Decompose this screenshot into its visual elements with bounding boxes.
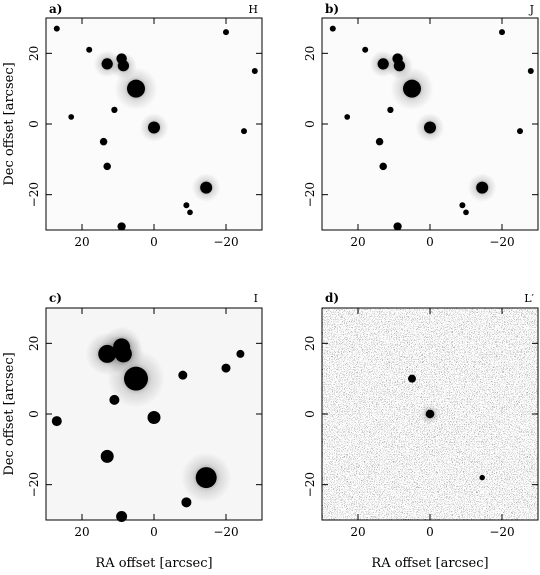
y-tick-label: 20 (27, 336, 41, 351)
panel-b: b) J (321, 2, 539, 231)
y-tick-label: 20 (303, 46, 317, 61)
y-tick-label: 0 (303, 410, 317, 418)
star-field (51, 326, 245, 522)
star-point (425, 409, 435, 419)
star-point (148, 121, 160, 134)
star-point (221, 363, 231, 373)
star-point (100, 449, 114, 463)
star-point (424, 121, 436, 134)
y-tick-label: −20 (303, 472, 317, 497)
panel-letter: c) (49, 291, 62, 305)
y-axis-label: Dec offset [arcsec] (2, 352, 17, 475)
star-point (103, 162, 111, 171)
y-tick-label: 0 (27, 120, 41, 128)
star-point (116, 510, 128, 522)
x-tick-label: 20 (350, 235, 365, 249)
star-point (118, 53, 125, 61)
star-point (251, 68, 258, 74)
star-point (178, 370, 188, 380)
y-tick-label: 20 (27, 46, 41, 61)
x-tick-label: 20 (74, 525, 89, 539)
star-point (183, 202, 190, 209)
star-point (53, 25, 60, 32)
band-label: L′ (524, 292, 534, 305)
band-label: H (248, 3, 258, 16)
axis-ticks: 20 0 −20 20 0 −20 20 0 −20 20 0 −20 20 0 −20 20 0 −20 20 0 −… (27, 18, 538, 539)
star-point (393, 222, 402, 231)
star-point (463, 209, 469, 216)
y-tick-label: −20 (303, 182, 317, 207)
star-point (394, 53, 401, 61)
star-point (99, 137, 108, 146)
star-point (117, 222, 126, 231)
x-tick-label: 0 (426, 235, 434, 249)
y-tick-label: 0 (303, 120, 317, 128)
y-tick-label: −20 (27, 182, 41, 207)
star-point (114, 345, 132, 363)
x-tick-label: 0 (426, 525, 434, 539)
star-point (375, 137, 384, 146)
panel-letter: b) (325, 2, 339, 16)
star-point (387, 106, 394, 114)
star-point (393, 60, 406, 72)
star-point (68, 114, 75, 120)
y-axis-label: Dec offset [arcsec] (2, 62, 17, 185)
star-point (479, 474, 485, 481)
star-point (111, 106, 118, 114)
band-label: J (529, 3, 534, 16)
star-point (117, 60, 130, 72)
star-point (403, 79, 421, 98)
panel-a: a) H (45, 2, 263, 231)
y-tick-label: 0 (27, 410, 41, 418)
star-point (344, 114, 351, 120)
star-point (459, 202, 466, 209)
star-point (517, 128, 523, 135)
x-axis-label: RA offset [arcsec] (95, 556, 212, 571)
star-point (362, 46, 369, 53)
star-point (195, 467, 217, 489)
star-point (527, 68, 534, 74)
band-label: I (254, 292, 258, 305)
panel-c: c) I (45, 291, 263, 522)
star-point (181, 497, 192, 508)
x-tick-label: −20 (489, 235, 514, 249)
x-tick-label: −20 (213, 235, 238, 249)
star-point (329, 25, 336, 32)
star-point (408, 374, 416, 383)
star-point (499, 29, 505, 36)
star-point (51, 416, 62, 427)
star-field (53, 25, 258, 231)
x-tick-label: 0 (150, 235, 158, 249)
panel-letter: d) (325, 291, 339, 305)
x-tick-label: −20 (213, 525, 238, 539)
star-point (236, 349, 245, 358)
x-tick-label: 0 (150, 525, 158, 539)
star-point (379, 162, 387, 171)
panel-letter: a) (49, 2, 62, 16)
x-tick-label: −20 (489, 525, 514, 539)
star-point (476, 181, 489, 194)
star-point (241, 128, 247, 135)
x-tick-label: 20 (350, 525, 365, 539)
star-point (127, 79, 145, 98)
star-point (147, 411, 161, 425)
x-axis-label: RA offset [arcsec] (371, 556, 488, 571)
star-field (408, 374, 485, 481)
star-point (187, 209, 193, 216)
star-point (200, 181, 213, 194)
panel-d: d) L′ (321, 291, 539, 521)
y-tick-label: 20 (303, 336, 317, 351)
x-tick-label: 20 (74, 235, 89, 249)
star-field (329, 25, 534, 231)
star-point (109, 394, 120, 405)
star-point (223, 29, 229, 36)
star-point (86, 46, 93, 53)
y-tick-label: −20 (27, 472, 41, 497)
